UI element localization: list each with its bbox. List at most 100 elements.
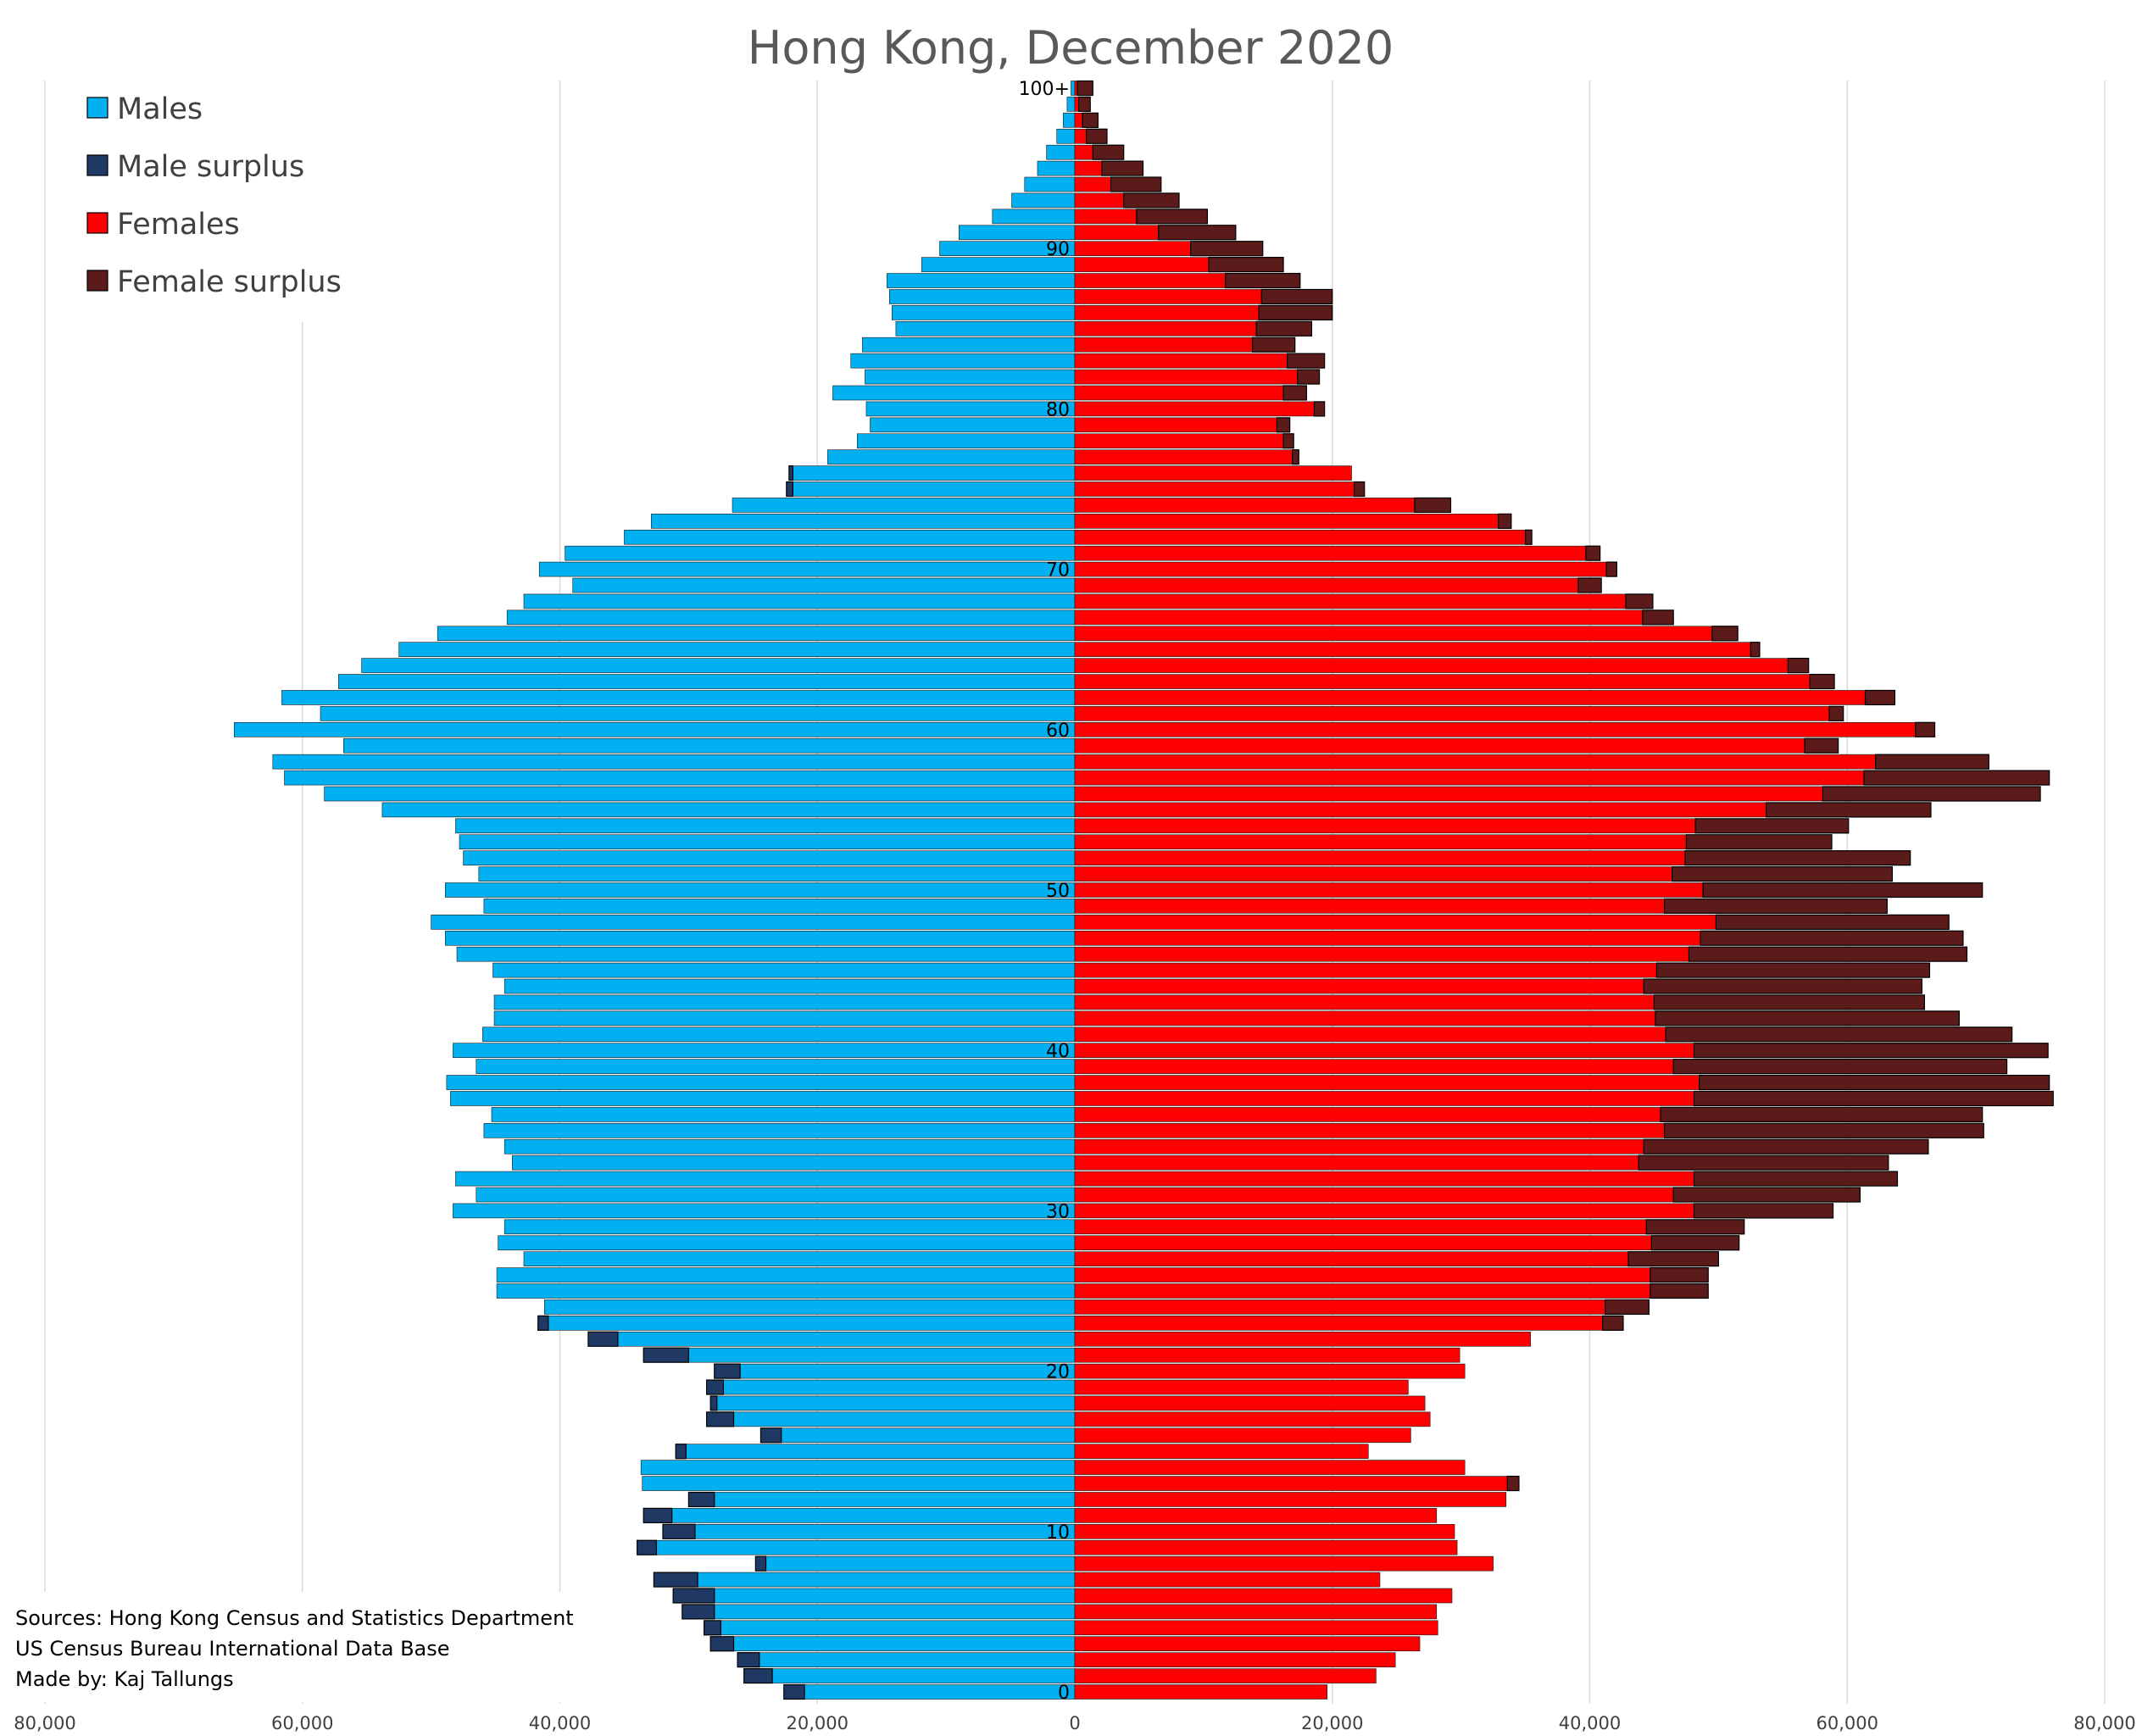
female-bar [1074, 1043, 1694, 1058]
female-bar [1074, 1572, 1381, 1588]
female-surplus-bar [1702, 882, 1983, 899]
female-surplus-bar [1693, 1171, 1899, 1187]
male-surplus-bar [672, 1588, 715, 1604]
male-bar [463, 850, 1076, 865]
female-bar [1074, 1010, 1656, 1027]
female-bar [1074, 545, 1587, 561]
female-surplus-bar [1585, 545, 1601, 561]
male-bar [281, 690, 1076, 705]
female-bar [1074, 113, 1083, 128]
male-bar [492, 962, 1076, 978]
female-bar [1074, 1668, 1377, 1683]
male-bar [493, 1010, 1076, 1027]
male-bar [642, 1476, 1076, 1491]
female-bar [1074, 850, 1686, 865]
female-bar [1074, 241, 1191, 257]
male-surplus-bar [637, 1539, 658, 1555]
legend-background [68, 68, 348, 322]
female-bar [1074, 1539, 1458, 1555]
male-bar [504, 1219, 1076, 1235]
male-bar [694, 1524, 1076, 1539]
male-bar [538, 561, 1076, 577]
female-bar [1074, 1444, 1369, 1459]
female-bar [1074, 642, 1751, 658]
male-bar [320, 706, 1076, 721]
female-surplus-bar [1645, 1219, 1745, 1235]
male-bar [714, 1492, 1076, 1507]
female-bar [1074, 915, 1716, 930]
legend-label: Male surplus [117, 150, 304, 184]
male-bar [640, 1460, 1076, 1475]
female-surplus-bar [1077, 80, 1093, 97]
male-bar [337, 674, 1076, 689]
female-surplus-bar [1694, 818, 1850, 834]
female-bar [1074, 1476, 1508, 1491]
male-bar [476, 1187, 1076, 1203]
male-surplus-bar [709, 1395, 718, 1411]
female-surplus-bar [1414, 497, 1452, 514]
female-surplus-bar [1506, 1475, 1520, 1492]
male-bar [651, 514, 1076, 529]
female-surplus-bar [1642, 609, 1674, 626]
legend-label: Female surplus [117, 265, 342, 299]
female-bar [1074, 754, 1876, 770]
female-bar [1074, 626, 1713, 642]
female-surplus-bar [1276, 417, 1291, 433]
male-bar [478, 866, 1076, 882]
female-surplus-bar [1625, 593, 1654, 609]
male-bar [398, 642, 1076, 658]
female-bar [1074, 1652, 1396, 1667]
female-bar [1074, 353, 1288, 369]
female-bar [1074, 1075, 1700, 1090]
female-bar [1074, 1604, 1438, 1620]
male-bar [272, 754, 1076, 770]
age-label: 80 [1046, 399, 1070, 420]
male-bar [617, 1331, 1076, 1347]
age-labels: 0 10 20 30 40 50 60 70 80 90 100+ [1019, 79, 1070, 1704]
female-surplus-bar [1258, 304, 1333, 320]
male-surplus-bar [743, 1667, 773, 1684]
male-bar [959, 225, 1076, 241]
female-surplus-bar [1684, 850, 1911, 866]
female-surplus-bar [1086, 128, 1108, 144]
female-bar [1074, 690, 1866, 705]
female-surplus-bar [1685, 834, 1833, 850]
male-bar [453, 1203, 1076, 1219]
female-bar [1074, 1059, 1674, 1074]
female-surplus-bar [1643, 1138, 1929, 1155]
female-bar [1074, 1219, 1647, 1235]
male-bar [493, 994, 1076, 1010]
legend-label: Females [117, 208, 240, 242]
female-bar [1074, 1363, 1466, 1379]
female-bar [1074, 882, 1704, 898]
female-bar [1074, 225, 1160, 241]
female-surplus-bar [1693, 1203, 1834, 1219]
female-bar [1074, 1684, 1327, 1700]
male-bar [482, 1027, 1076, 1043]
female-bar [1074, 1636, 1421, 1652]
male-surplus-bar [786, 481, 793, 498]
female-bar [1074, 369, 1299, 385]
female-bar [1074, 144, 1093, 160]
male-bar [504, 978, 1076, 994]
female-surplus-bar [1282, 433, 1294, 449]
female-surplus-bar [1672, 1187, 1861, 1203]
female-surplus-bar [1875, 754, 1989, 770]
female-bar [1074, 658, 1789, 673]
legend-label: Males [117, 92, 203, 126]
male-surplus-bar [706, 1411, 735, 1427]
female-surplus-bar [1663, 898, 1888, 915]
female-surplus-bar [1693, 1090, 2054, 1107]
female-bar [1074, 160, 1103, 176]
female-bar [1074, 706, 1830, 721]
female-surplus-bar [1655, 1010, 1960, 1027]
female-bar [1074, 994, 1655, 1010]
female-bar [1074, 1187, 1674, 1203]
male-bar [496, 1283, 1076, 1299]
male-bar [886, 273, 1076, 288]
female-surplus-bar [1863, 770, 2050, 786]
male-bar [671, 1508, 1076, 1523]
female-bar [1074, 385, 1284, 401]
female-bar [1074, 609, 1644, 626]
female-bar [1074, 433, 1284, 449]
